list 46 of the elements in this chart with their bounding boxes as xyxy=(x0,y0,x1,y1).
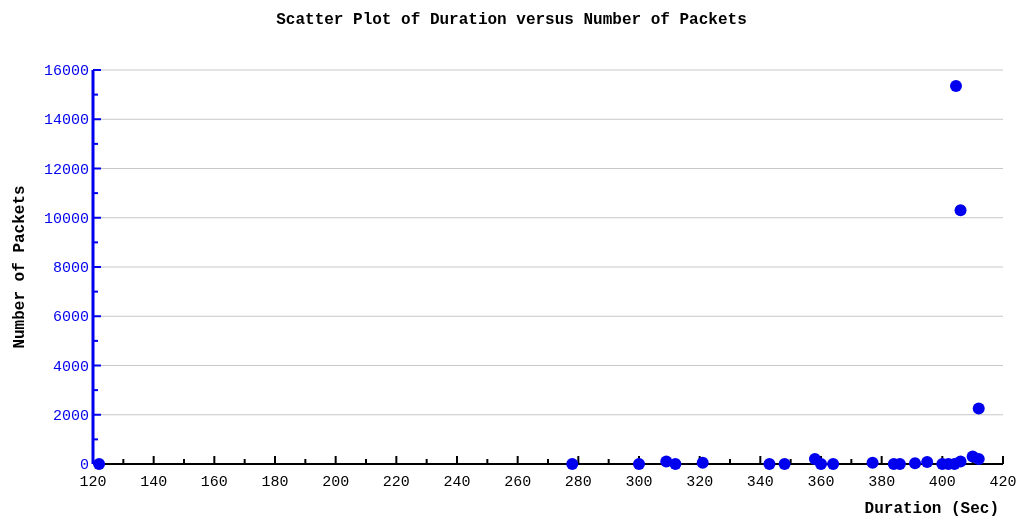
point xyxy=(921,456,934,469)
point xyxy=(949,80,962,92)
point xyxy=(660,455,673,468)
x-tick-label: 240 xyxy=(443,474,471,491)
x-tick-label: 320 xyxy=(686,474,714,491)
x-tick-label: 360 xyxy=(807,474,835,491)
point xyxy=(633,458,645,470)
x-tick-label: 280 xyxy=(564,474,592,491)
y-tick-label: 0 xyxy=(79,457,89,474)
point xyxy=(954,204,967,217)
point xyxy=(909,457,922,470)
point xyxy=(696,456,709,469)
x-tick-label: 140 xyxy=(140,474,168,491)
point xyxy=(972,453,985,466)
y-tick-label: 12000 xyxy=(43,161,89,179)
point xyxy=(827,458,840,470)
x-tick-label: 200 xyxy=(322,474,350,491)
point xyxy=(815,458,827,470)
x-tick-label: 380 xyxy=(868,474,896,491)
y-tick-label: 14000 xyxy=(43,112,89,130)
point xyxy=(778,458,791,470)
chart-title: Scatter Plot of Duration versus Number of Packets xyxy=(276,11,747,29)
x-tick-label: 340 xyxy=(746,474,774,491)
y-tick-label: 4000 xyxy=(52,358,89,376)
y-tick-label: 10000 xyxy=(43,210,89,228)
x-axis-title: Duration (Sec) xyxy=(864,500,999,518)
point xyxy=(93,458,106,470)
x-tick-label: 180 xyxy=(261,474,289,491)
point xyxy=(972,402,985,415)
x-tick-label: 220 xyxy=(382,474,410,491)
point xyxy=(669,458,682,470)
point xyxy=(866,456,879,469)
y-tick-label: 2000 xyxy=(52,407,89,425)
y-axis-title: Number of Packets xyxy=(11,185,29,349)
y-tick-label: 6000 xyxy=(52,309,89,327)
x-tick-label: 420 xyxy=(989,474,1017,491)
x-tick-label: 120 xyxy=(79,474,107,491)
x-tick-label: 400 xyxy=(928,474,956,491)
y-tick-label: 16000 xyxy=(43,63,89,80)
point xyxy=(763,458,776,470)
x-tick-label: 160 xyxy=(200,474,228,491)
x-tick-label: 260 xyxy=(504,474,532,491)
x-tick-label: 300 xyxy=(625,474,653,491)
point xyxy=(954,455,967,468)
point xyxy=(566,458,579,470)
y-tick-label: 8000 xyxy=(52,260,89,277)
